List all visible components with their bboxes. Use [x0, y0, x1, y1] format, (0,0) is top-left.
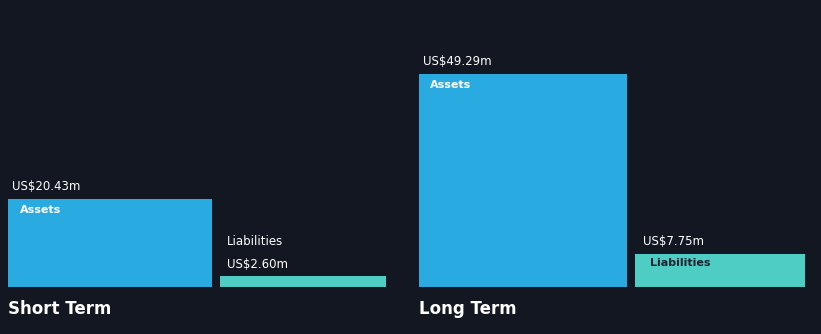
Bar — [635, 254, 805, 287]
Text: Liabilities: Liabilities — [227, 235, 283, 248]
Text: US$2.60m: US$2.60m — [227, 258, 288, 271]
Text: Assets: Assets — [20, 205, 61, 215]
Text: Short Term: Short Term — [8, 300, 112, 318]
Text: Long Term: Long Term — [419, 300, 516, 318]
Text: US$49.29m: US$49.29m — [423, 55, 491, 68]
Bar — [220, 276, 386, 287]
Text: US$7.75m: US$7.75m — [643, 235, 704, 248]
Text: Assets: Assets — [430, 80, 471, 90]
Bar — [8, 199, 212, 287]
Bar — [419, 74, 627, 287]
Text: Liabilities: Liabilities — [650, 258, 711, 268]
Text: US$20.43m: US$20.43m — [12, 180, 80, 193]
